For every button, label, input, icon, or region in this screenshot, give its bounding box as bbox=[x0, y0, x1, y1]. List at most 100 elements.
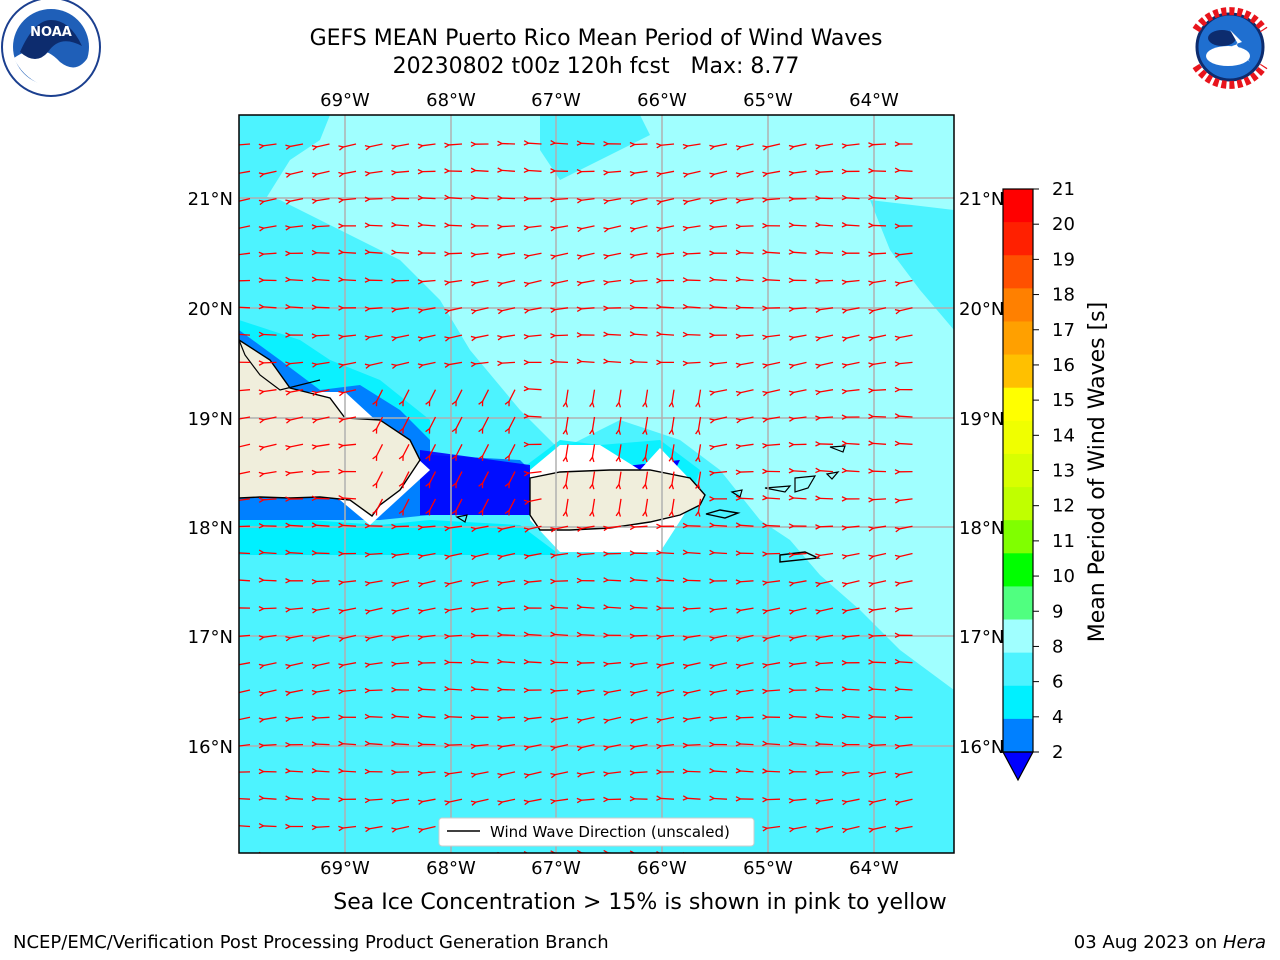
wind-arrow bbox=[497, 195, 516, 201]
wind-arrow bbox=[311, 634, 330, 642]
colorbar-tick-label: 13 bbox=[1052, 461, 1075, 482]
wind-arrow bbox=[629, 304, 648, 311]
wind-arrow bbox=[788, 768, 807, 775]
wind-arrow bbox=[709, 795, 728, 801]
wind-arrow bbox=[735, 389, 754, 397]
wind-arrow bbox=[629, 358, 648, 365]
wind-arrow bbox=[338, 768, 357, 774]
wind-arrow bbox=[417, 169, 436, 175]
wind-arrow bbox=[258, 277, 277, 283]
wind-arrow bbox=[709, 470, 728, 477]
wind-arrow bbox=[478, 498, 490, 516]
wind-arrow bbox=[470, 334, 489, 342]
wind-arrow bbox=[894, 498, 913, 504]
wind-arrow bbox=[709, 496, 728, 502]
wind-arrow bbox=[391, 221, 410, 228]
wind-arrow bbox=[338, 662, 357, 669]
wind-arrow bbox=[603, 525, 622, 532]
wind-arrow bbox=[258, 577, 277, 583]
wind-arrow bbox=[762, 389, 781, 397]
wind-arrow bbox=[603, 551, 622, 557]
wind-arrow bbox=[391, 854, 409, 860]
wind-arrow bbox=[523, 334, 542, 340]
wind-arrow bbox=[311, 304, 330, 310]
wind-arrow bbox=[444, 361, 463, 368]
wind-arrow bbox=[285, 197, 304, 205]
wind-arrow bbox=[762, 361, 781, 369]
wind-arrow bbox=[338, 223, 357, 229]
wind-arrow bbox=[364, 740, 383, 747]
wind-arrow bbox=[576, 631, 595, 638]
wind-arrow bbox=[615, 416, 622, 435]
wind-arrow bbox=[550, 688, 569, 695]
wind-arrow bbox=[285, 549, 304, 556]
wind-arrow bbox=[338, 607, 357, 615]
colorbar-band bbox=[1003, 586, 1033, 621]
wind-arrow bbox=[562, 389, 569, 408]
wind-arrow bbox=[417, 770, 436, 777]
wind-arrow bbox=[682, 549, 701, 556]
wind-arrow bbox=[391, 580, 410, 588]
wind-arrow bbox=[497, 686, 516, 693]
wind-arrow bbox=[364, 334, 383, 341]
colorbar-tick-label: 19 bbox=[1052, 249, 1075, 270]
lon-label-bottom: 64°W bbox=[849, 858, 899, 879]
wind-arrow bbox=[550, 552, 569, 559]
wind-arrow bbox=[668, 444, 675, 463]
wind-arrow bbox=[589, 498, 596, 517]
wind-arrow bbox=[417, 825, 436, 834]
wind-arrow bbox=[668, 416, 675, 435]
wind-arrow bbox=[504, 444, 516, 461]
wind-arrow bbox=[550, 743, 569, 752]
wind-arrow bbox=[629, 795, 648, 802]
wind-arrow bbox=[523, 167, 542, 174]
wind-arrow bbox=[444, 742, 463, 749]
wind-arrow bbox=[682, 689, 701, 697]
wind-arrow bbox=[285, 662, 304, 670]
wind-arrow bbox=[894, 686, 913, 692]
wind-arrow bbox=[682, 360, 701, 367]
wind-arrow bbox=[285, 716, 304, 722]
wind-arrow bbox=[615, 389, 622, 408]
wind-arrow bbox=[364, 551, 383, 558]
wind-arrow bbox=[451, 444, 463, 461]
wind-arrow bbox=[668, 471, 675, 490]
wind-arrow bbox=[894, 194, 913, 201]
wind-arrow bbox=[398, 416, 410, 434]
wind-arrow bbox=[656, 142, 675, 149]
wind-arrow bbox=[762, 796, 781, 803]
lat-label-left: 21°N bbox=[188, 189, 233, 210]
colorbar-band bbox=[1003, 487, 1033, 521]
wind-arrow bbox=[709, 170, 728, 178]
wind-arrow bbox=[841, 414, 860, 420]
wind-arrow bbox=[364, 277, 383, 283]
wind-arrow bbox=[470, 743, 489, 750]
wind-arrow bbox=[444, 713, 463, 720]
wind-arrow bbox=[444, 686, 463, 692]
wind-arrow bbox=[364, 222, 383, 228]
wind-arrow bbox=[629, 850, 644, 853]
wind-arrow bbox=[788, 523, 807, 529]
wind-arrow bbox=[709, 522, 728, 528]
wind-arrow bbox=[656, 576, 675, 583]
wind-arrow bbox=[391, 607, 410, 615]
wind-arrow bbox=[523, 605, 542, 611]
wind-arrow bbox=[615, 444, 622, 463]
nws-logo-icon bbox=[1181, 0, 1279, 96]
wind-arrow bbox=[815, 221, 834, 228]
wind-arrow bbox=[629, 197, 648, 205]
wind-arrow bbox=[523, 470, 542, 477]
colorbar-band bbox=[1003, 321, 1033, 356]
wind-arrow bbox=[523, 743, 542, 751]
wind-arrow bbox=[709, 578, 728, 584]
wind-arrow bbox=[603, 169, 622, 176]
wind-arrow bbox=[497, 360, 516, 367]
wind-arrow bbox=[417, 194, 436, 201]
wind-arrow bbox=[497, 743, 516, 751]
wind-arrow bbox=[815, 467, 834, 474]
wind-arrow bbox=[868, 607, 887, 614]
wind-arrow bbox=[285, 607, 304, 613]
wind-arrow bbox=[470, 167, 489, 174]
wind-arrow bbox=[695, 471, 702, 490]
wind-arrow bbox=[762, 825, 781, 832]
